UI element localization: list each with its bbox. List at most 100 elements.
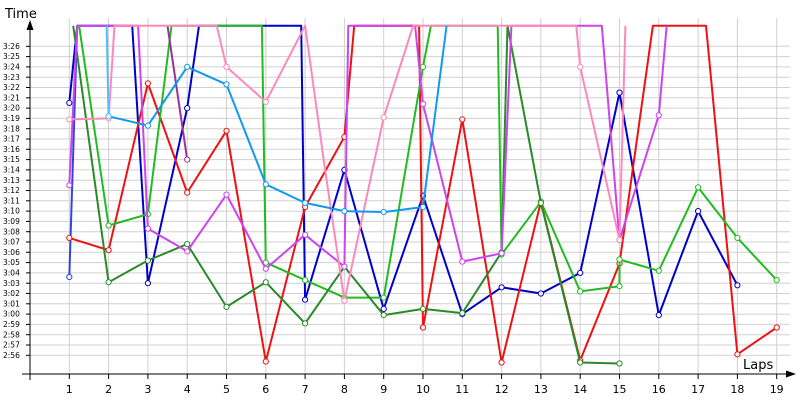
y-tick-label: 3:25	[3, 52, 20, 61]
data-point	[695, 184, 702, 191]
series-10	[105, 25, 112, 120]
x-tick-label: 16	[652, 383, 666, 396]
data-point	[262, 98, 269, 106]
data-point	[577, 288, 584, 295]
y-tick-label: 3:07	[3, 238, 20, 247]
data-point	[577, 63, 584, 71]
x-tick-label: 12	[495, 383, 509, 396]
y-tick-label: 2:58	[3, 330, 20, 339]
data-point	[655, 112, 662, 119]
axes: Time Laps	[4, 7, 796, 380]
y-tick-label: 2:56	[3, 351, 20, 360]
x-tick-label: 7	[302, 383, 309, 396]
y-tick-label: 3:23	[3, 73, 20, 82]
y-tick-label: 3:00	[3, 310, 20, 319]
data-point	[302, 296, 309, 303]
x-tick-label: 6	[262, 383, 269, 396]
x-tick-labels: 1 2 3 4 5 6 7 8 9 10 11 12 13 14 15 16 17 18 19	[66, 374, 784, 396]
data-point	[66, 116, 73, 123]
y-axis-title: Time	[4, 7, 37, 22]
y-tick-label: 3:22	[3, 83, 20, 92]
data-point	[66, 273, 73, 281]
data-point	[302, 231, 309, 238]
data-point	[262, 279, 269, 286]
data-point	[419, 63, 427, 71]
y-tick-label: 3:17	[3, 135, 20, 144]
data-point	[616, 256, 623, 263]
y-tick-label: 3:13	[3, 176, 20, 185]
data-point	[302, 277, 309, 284]
data-point	[341, 297, 348, 304]
series-7	[166, 25, 191, 163]
data-point	[184, 156, 191, 163]
data-point	[223, 191, 230, 198]
x-tick-label: 14	[573, 383, 587, 396]
y-tick-label: 3:01	[3, 299, 20, 308]
y-tick-label: 3:21	[3, 93, 20, 102]
x-tick-label: 5	[223, 383, 230, 396]
y-tick-label: 2:59	[3, 320, 20, 329]
y-tick-label: 3:18	[3, 124, 20, 133]
y-tick-label: 2:57	[3, 341, 20, 350]
y-tick-label: 3:16	[3, 145, 20, 154]
data-point	[144, 225, 151, 232]
data-point	[459, 116, 466, 123]
data-point	[341, 263, 348, 270]
data-point	[419, 324, 427, 331]
data-point	[616, 283, 623, 290]
data-point	[302, 320, 309, 327]
data-point	[380, 305, 387, 312]
data-point	[498, 359, 505, 366]
data-point	[105, 247, 112, 254]
data-point	[459, 258, 466, 265]
data-point	[144, 257, 151, 264]
x-tick-label: 1	[66, 383, 73, 396]
y-tick-label: 3:26	[3, 42, 20, 51]
x-tick-label: 3	[144, 383, 151, 396]
data-point	[734, 282, 741, 289]
data-point	[105, 222, 112, 229]
y-axis-arrow	[26, 20, 34, 30]
x-tick-label: 4	[184, 383, 191, 396]
y-tick-label: 3:06	[3, 248, 20, 257]
series-line	[72, 24, 620, 365]
data-point	[695, 208, 702, 215]
data-point	[223, 127, 230, 134]
y-tick-label: 3:02	[3, 289, 20, 298]
data-point	[616, 360, 623, 367]
y-tick-label: 3:20	[3, 104, 20, 113]
series-line	[166, 25, 189, 160]
data-point	[223, 81, 230, 88]
data-point	[184, 248, 191, 255]
series-line	[69, 24, 778, 364]
y-tick-label: 3:12	[3, 186, 20, 195]
x-axis-title: Laps	[743, 358, 773, 373]
data-point	[380, 209, 387, 216]
series-line	[105, 25, 110, 117]
x-tick-label: 11	[455, 383, 469, 396]
data-point	[223, 303, 230, 310]
data-point	[616, 236, 623, 243]
series-line	[108, 25, 448, 214]
y-tick-label: 3:10	[3, 207, 20, 216]
data-point	[302, 199, 309, 206]
y-tick-label: 3:03	[3, 279, 20, 288]
data-point	[184, 105, 191, 112]
data-point	[537, 199, 545, 206]
data-point	[144, 80, 151, 87]
data-point	[773, 277, 780, 284]
data-point	[262, 181, 269, 188]
data-point	[223, 63, 230, 71]
data-point	[655, 312, 662, 319]
data-point	[655, 267, 662, 274]
data-point	[341, 208, 348, 215]
x-tick-label: 15	[613, 383, 627, 396]
data-point	[262, 358, 269, 365]
y-tick-labels: 2:562:57 2:582:593:00 3:013:023:033:04 3:05…	[3, 42, 30, 360]
x-tick-label: 13	[534, 383, 548, 396]
data-point	[419, 305, 427, 312]
y-tick-label: 3:11	[3, 196, 20, 205]
x-tick-label: 2	[105, 383, 112, 396]
grid	[30, 18, 790, 374]
